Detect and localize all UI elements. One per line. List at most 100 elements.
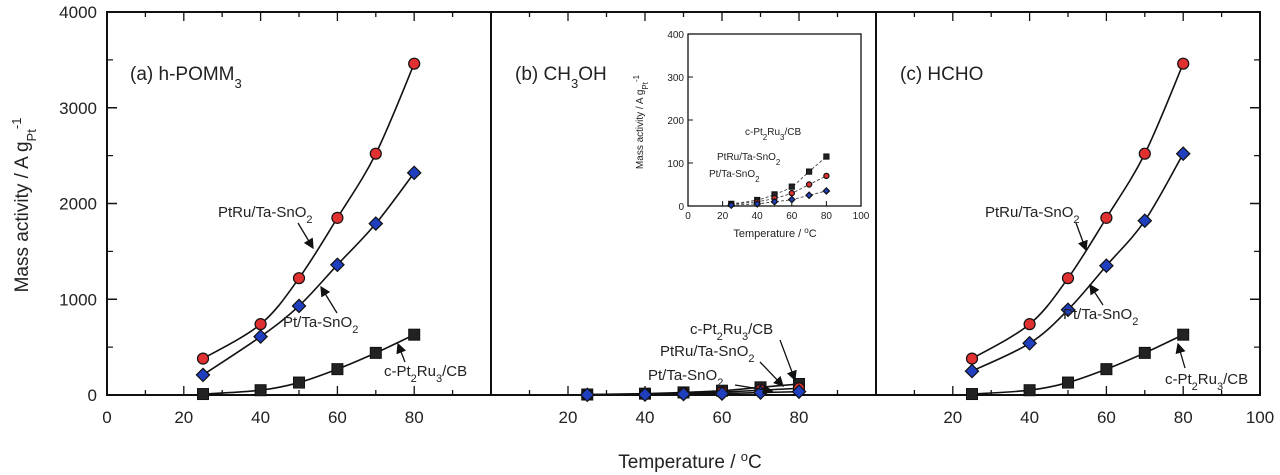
label-text: c-Pt <box>690 321 718 338</box>
panel-a-series-line <box>202 333 415 395</box>
label-sub: 2 <box>717 377 723 389</box>
label-text: Pt/Ta-SnO <box>1063 306 1132 323</box>
label-text: Pt/Ta-SnO <box>648 367 717 384</box>
panel-a-label: (a) h-POMM3 <box>130 64 242 91</box>
panel-c-point <box>964 363 980 379</box>
label-sub: 2 <box>755 175 760 184</box>
panel-a-x-tick-label: 0 <box>102 408 111 427</box>
inset-point <box>753 199 762 208</box>
panel-a-arrow-ptru <box>297 222 314 250</box>
panel-a-arrow-cptru <box>396 342 407 363</box>
panel-c-point <box>965 352 979 365</box>
panel-c-point <box>1062 376 1074 389</box>
inset-point <box>823 172 830 180</box>
panel-a-point <box>254 318 267 331</box>
panel-c-series-line <box>971 63 1184 360</box>
panel-c-label-cptru: c-Pt2Ru3/CB <box>1165 371 1248 393</box>
label-sub: 2 <box>411 373 417 385</box>
label-sub: 2 <box>352 324 358 336</box>
inset-point <box>788 183 795 190</box>
panel-a-series-1 <box>195 165 422 383</box>
label-sub: 2 <box>1192 381 1198 393</box>
panel-b-point <box>791 384 807 400</box>
panel-a-label-sub: 3 <box>235 76 242 91</box>
y-axis-label-sup: -1 <box>9 118 24 130</box>
label-sub: 3 <box>780 133 785 142</box>
panel-c-series-line <box>971 153 1184 372</box>
y-axis-label: Mass activity / A gPt-1 <box>9 118 39 293</box>
panel-b-point <box>676 386 691 402</box>
panel-a-point <box>369 147 382 160</box>
panel-c-point <box>1137 213 1153 229</box>
panel-a-point <box>406 165 422 181</box>
inset-point <box>787 195 796 204</box>
inset-y-tick-label: 200 <box>667 116 684 127</box>
panel-b-arrow-ptru <box>759 361 784 387</box>
panel-a-arrow-pt <box>320 285 338 314</box>
panel-a-point <box>293 376 305 389</box>
panel-a-series-0 <box>196 57 421 365</box>
panel-c-arrow-ptru <box>1075 222 1088 252</box>
label-text: Ru <box>1198 371 1217 388</box>
label-text: /CB <box>784 127 801 138</box>
panel-b-label-main: (b) CH <box>515 64 571 85</box>
panel-b-arrow-cptru <box>779 339 797 382</box>
panel-b-point <box>637 387 653 402</box>
panel-c-point <box>1061 272 1075 285</box>
inset-x-tick-label: 20 <box>717 211 729 222</box>
panel-c-point <box>1177 57 1190 70</box>
inset-x-tick-label: 0 <box>685 211 691 222</box>
panel-a-x-tick-label: 80 <box>405 408 424 427</box>
label-text: /CB <box>1223 371 1248 388</box>
panel-c-point <box>1098 258 1114 274</box>
panel-a-point <box>253 329 269 345</box>
panel-a-point <box>368 216 384 232</box>
panel-c-arrow-pt <box>1089 283 1104 306</box>
inset-y-tick-label: 400 <box>667 30 684 41</box>
panel-a-series-line <box>202 63 415 360</box>
label-text: /CB <box>442 363 467 380</box>
inset-x-tick-label: 40 <box>752 211 764 222</box>
panel-b-label-pt: Pt/Ta-SnO2 <box>648 367 723 389</box>
label-text: PtRu/Ta-SnO <box>218 204 306 221</box>
panel-a-x-tick-label: 60 <box>328 408 347 427</box>
inset-y-tick-label: 300 <box>667 73 684 84</box>
panel-c-point <box>1138 346 1151 359</box>
inset-point <box>806 168 813 175</box>
panel-a-series-2 <box>197 328 421 401</box>
panel-b-x-tick-label: 20 <box>559 408 578 427</box>
panel-b-arrow-pt <box>734 384 774 395</box>
panel-a-x-tick-label: 20 <box>174 408 193 427</box>
label-text: PtRu/Ta-SnO <box>717 152 776 163</box>
panel-c-label-ptru: PtRu/Ta-SnO2 <box>985 204 1080 226</box>
inset-x-tick-label: 60 <box>786 211 798 222</box>
inset-label-ptru: PtRu/Ta-SnO2 <box>717 152 781 167</box>
label-text: c-Pt <box>745 127 763 138</box>
panel-c-label-main: (c) HCHO <box>900 64 983 85</box>
panel-a-label-cptru: c-Pt2Ru3/CB <box>384 363 467 385</box>
panel-b-label-cptru: c-Pt2Ru3/CB <box>690 321 773 343</box>
panel-b-x-tick-label: 60 <box>713 408 732 427</box>
panel-c-label: (c) HCHO <box>900 64 983 85</box>
panel-c-x-tick-label: 80 <box>1174 408 1193 427</box>
x-axis-label-unit: C <box>748 452 762 473</box>
label-text: Pt/Ta-SnO <box>283 314 352 331</box>
label-sub: 3 <box>436 373 442 385</box>
panel-a-point <box>291 298 307 314</box>
panel-b-label-ptru: PtRu/Ta-SnO2 <box>660 343 755 365</box>
inset-x-label-sup: o <box>804 226 809 235</box>
panel-a-point <box>329 257 345 273</box>
inset-y-label-sup: -1 <box>632 74 641 82</box>
panel-b-label-rest: OH <box>578 64 607 85</box>
label-text: c-Pt <box>1165 371 1193 388</box>
x-axis-label: Temperature / oC <box>618 449 761 474</box>
y-axis-label-sub: Pt <box>24 129 39 142</box>
panel-b-x-tick-label: 80 <box>790 408 809 427</box>
panel-c-series-2 <box>966 328 1190 401</box>
label-text: /CB <box>748 321 773 338</box>
inset-y-label-main: Mass activity / A g <box>635 90 646 169</box>
panel-a-x-tick-label: 40 <box>251 408 270 427</box>
y-tick-label: 0 <box>88 386 97 405</box>
